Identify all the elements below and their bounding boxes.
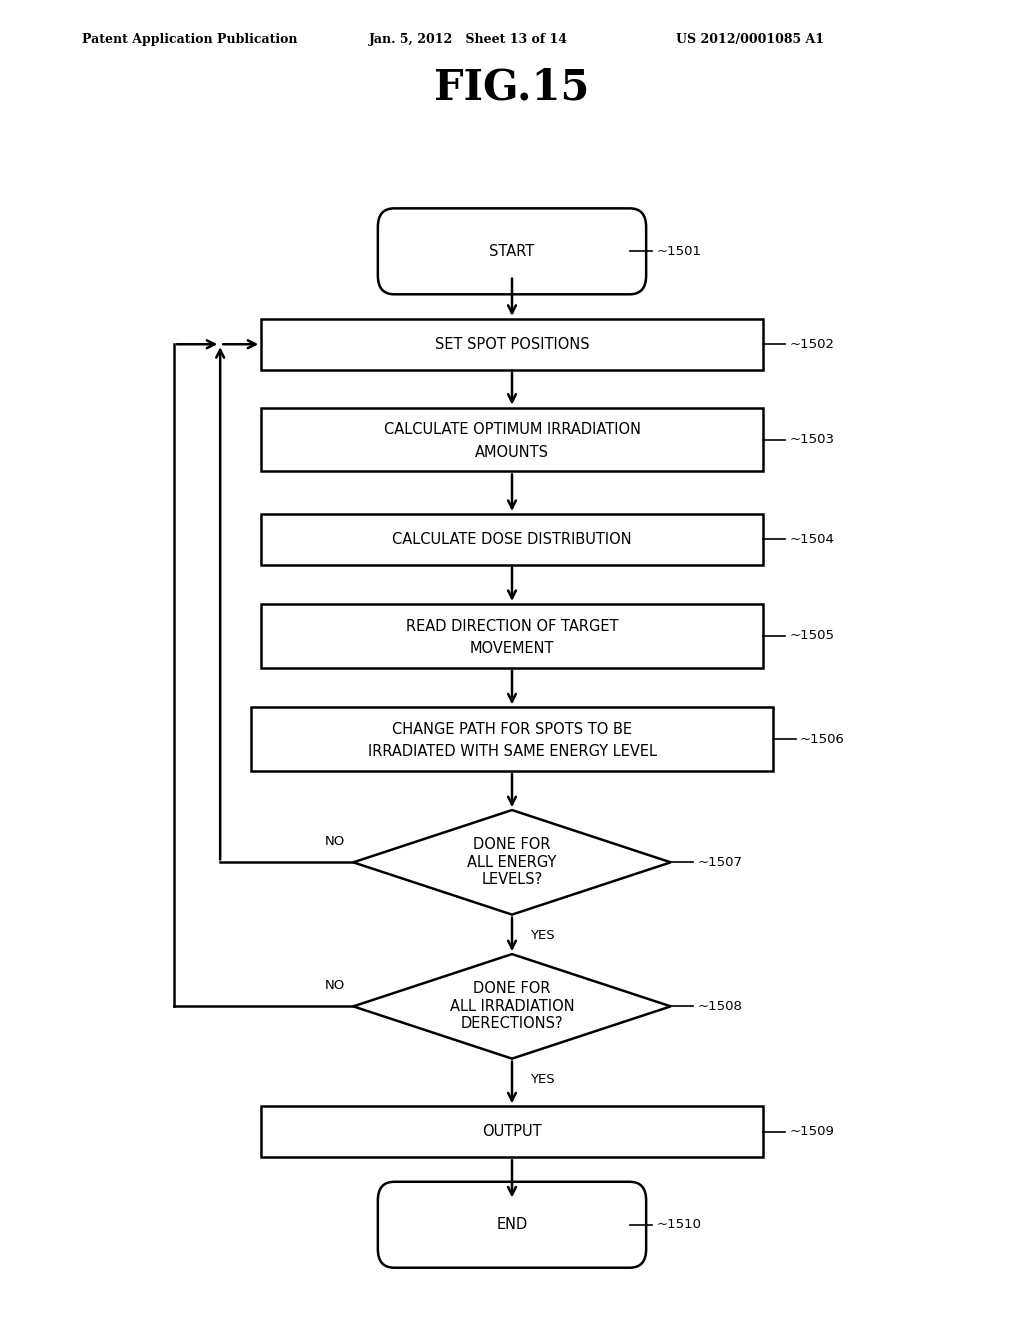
Bar	[261, 603, 763, 668]
Text: US 2012/0001085 A1: US 2012/0001085 A1	[676, 33, 824, 46]
Text: CHANGE PATH FOR SPOTS TO BE: CHANGE PATH FOR SPOTS TO BE	[392, 722, 632, 737]
Text: Patent Application Publication: Patent Application Publication	[82, 33, 297, 46]
Text: YES: YES	[530, 1073, 555, 1085]
Text: READ DIRECTION OF TARGET: READ DIRECTION OF TARGET	[406, 619, 618, 634]
Polygon shape	[353, 810, 671, 915]
Text: OUTPUT: OUTPUT	[482, 1125, 542, 1139]
Text: ~1505: ~1505	[790, 630, 835, 643]
Text: ~1503: ~1503	[790, 433, 835, 446]
Text: SET SPOT POSITIONS: SET SPOT POSITIONS	[434, 337, 590, 351]
FancyBboxPatch shape	[378, 209, 646, 294]
Text: DONE FOR
ALL IRRADIATION
DERECTIONS?: DONE FOR ALL IRRADIATION DERECTIONS?	[450, 982, 574, 1031]
Bar	[261, 513, 763, 565]
Text: IRRADIATED WITH SAME ENERGY LEVEL: IRRADIATED WITH SAME ENERGY LEVEL	[368, 744, 656, 759]
Text: CALCULATE DOSE DISTRIBUTION: CALCULATE DOSE DISTRIBUTION	[392, 532, 632, 546]
Text: DONE FOR
ALL ENERGY
LEVELS?: DONE FOR ALL ENERGY LEVELS?	[467, 837, 557, 887]
Text: ~1508: ~1508	[697, 999, 742, 1012]
Text: Jan. 5, 2012   Sheet 13 of 14: Jan. 5, 2012 Sheet 13 of 14	[369, 33, 567, 46]
Text: MOVEMENT: MOVEMENT	[470, 642, 554, 656]
Bar	[261, 318, 763, 370]
Text: ~1510: ~1510	[656, 1218, 701, 1232]
Bar	[261, 1106, 763, 1158]
Text: AMOUNTS: AMOUNTS	[475, 445, 549, 459]
Text: NO: NO	[325, 836, 345, 847]
Text: ~1509: ~1509	[790, 1126, 835, 1138]
Text: ~1507: ~1507	[697, 855, 742, 869]
Text: ~1501: ~1501	[656, 244, 701, 257]
Text: ~1504: ~1504	[790, 533, 835, 546]
Text: YES: YES	[530, 928, 555, 941]
FancyBboxPatch shape	[378, 1181, 646, 1267]
Text: ~1502: ~1502	[790, 338, 835, 351]
Text: FIG.15: FIG.15	[434, 66, 590, 108]
Text: NO: NO	[325, 979, 345, 991]
Bar	[251, 708, 773, 771]
Polygon shape	[353, 954, 671, 1059]
Bar	[261, 408, 763, 471]
Text: CALCULATE OPTIMUM IRRADIATION: CALCULATE OPTIMUM IRRADIATION	[384, 422, 640, 437]
Text: START: START	[489, 244, 535, 259]
Text: END: END	[497, 1217, 527, 1233]
Text: ~1506: ~1506	[800, 733, 845, 746]
